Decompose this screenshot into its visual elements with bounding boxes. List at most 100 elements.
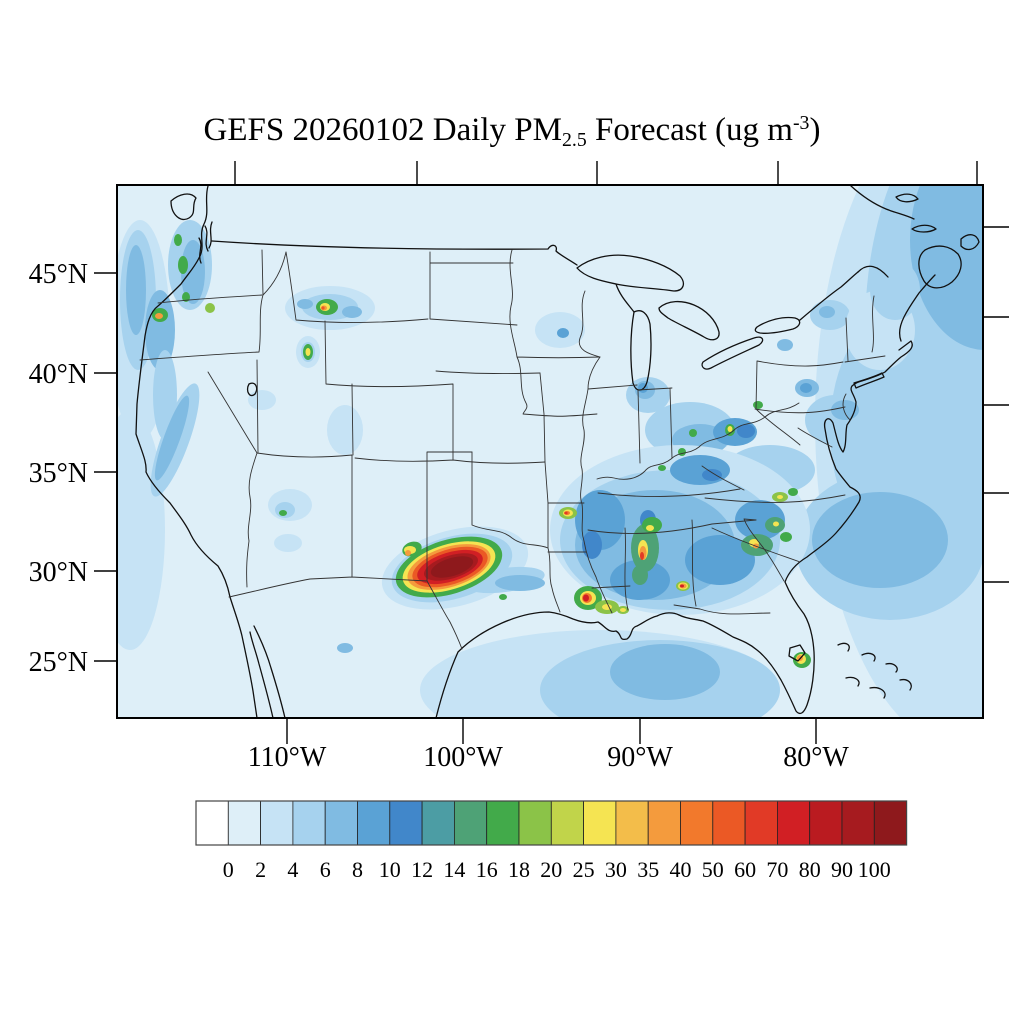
pm-field-patch <box>910 185 983 350</box>
state-borders-west-path <box>139 249 546 650</box>
geography-layer <box>135 185 980 718</box>
canada-border-path <box>211 240 859 321</box>
pm-hotspot <box>178 256 188 274</box>
pm-field-patch <box>327 405 363 455</box>
pm-field-patch <box>145 290 175 370</box>
pm-field-patch <box>275 502 295 518</box>
colorbar-label: 18 <box>508 857 530 882</box>
pm-field-patch <box>582 531 602 559</box>
pm-field-patch <box>685 535 755 585</box>
colorbar-label: 40 <box>670 857 692 882</box>
lake-okeechobee-path <box>788 644 806 662</box>
lat-label: 30°N <box>29 557 88 588</box>
pm-hotspot <box>279 510 287 516</box>
state-borders-northeast-path <box>754 295 886 448</box>
pm-hotspot <box>640 552 644 560</box>
colorbar-border <box>195 800 908 846</box>
colorbar-cell <box>744 800 778 846</box>
pm-hotspot <box>642 517 662 533</box>
colorbar-cell <box>389 800 423 846</box>
pm-hotspot <box>305 348 311 356</box>
colorbar-cell <box>421 800 455 846</box>
colorbar-label: 25 <box>573 857 595 882</box>
pm-hotspot <box>182 292 190 302</box>
colorbar-cell <box>583 800 617 846</box>
title-text-2: Forecast (ug m <box>586 112 793 148</box>
colorbar-cell <box>873 800 907 846</box>
pm-hotspot <box>632 565 648 585</box>
cape-breton-path <box>960 234 980 251</box>
pm-field-patch <box>126 245 146 335</box>
colorbar-cell <box>841 800 875 846</box>
colorbar-label: 70 <box>766 857 788 882</box>
pm-hotspot <box>727 426 733 432</box>
colorbar-cell <box>260 800 294 846</box>
pm-field-patch <box>117 410 165 650</box>
colorbar-label: 80 <box>799 857 821 882</box>
map-frame-layer <box>116 184 984 719</box>
pm-hotspot <box>646 525 654 531</box>
long-island-path <box>853 372 885 389</box>
pm-hotspot <box>321 306 325 310</box>
pm-field-patch <box>777 339 793 351</box>
lat-label: 40°N <box>29 359 88 390</box>
colorbar-cell <box>453 800 488 846</box>
pm-hotspot <box>405 550 411 556</box>
pm-field-patch <box>702 469 722 481</box>
anticosti-island-path <box>895 193 919 203</box>
colorbar-cell <box>615 800 649 846</box>
colorbar-label: 12 <box>411 857 433 882</box>
pm-hotspot <box>430 556 474 578</box>
state-borders-layer <box>139 249 886 650</box>
pm-hotspot <box>564 511 568 515</box>
map-content <box>117 185 983 718</box>
pm-hotspot <box>205 303 215 313</box>
state-borders-southeast-path <box>591 494 846 615</box>
lon-label: 80°W <box>783 742 849 773</box>
pm-hotspot <box>680 584 684 588</box>
nova-scotia-path <box>918 245 962 289</box>
lon-label: 90°W <box>607 742 673 773</box>
pm-field-patch <box>670 455 730 485</box>
lake-superior-path <box>576 254 685 292</box>
pm-field-patch <box>870 260 920 320</box>
colorbar-label: 50 <box>702 857 724 882</box>
pm-hotspot <box>155 313 163 319</box>
colorbar-label: 0 <box>223 857 234 882</box>
colorbar-cell <box>227 800 262 846</box>
colorbar-cell <box>195 800 229 846</box>
colorbar-label: 10 <box>379 857 401 882</box>
lat-label: 35°N <box>29 458 88 489</box>
lon-label: 100°W <box>423 742 503 773</box>
pm-hotspot <box>620 608 626 612</box>
pm-hotspot-layer <box>152 234 811 668</box>
lake-huron-path <box>658 300 720 341</box>
title-superscript: -3 <box>792 112 810 135</box>
lon-label: 110°W <box>248 742 327 773</box>
colorbar-cell <box>486 800 520 846</box>
st-lawrence-coast-path <box>850 185 915 278</box>
baja-gulf-california-path <box>249 625 286 718</box>
pm-field-patch <box>737 424 755 438</box>
state-borders-plains-path <box>471 249 601 613</box>
bahamas-islands-path <box>837 642 912 699</box>
colorbar-label: 4 <box>287 857 298 882</box>
colorbar-cell <box>550 800 584 846</box>
pm-field-patch <box>557 328 569 338</box>
pm-field-patch <box>342 306 362 318</box>
colorbar-cell <box>357 800 391 846</box>
pm-hotspot <box>583 594 589 602</box>
colorbar-label: 6 <box>320 857 331 882</box>
lake-michigan-path <box>630 310 652 391</box>
colorbar-label: 100 <box>858 857 891 882</box>
colorbar-label: 30 <box>605 857 627 882</box>
state-borders-midwest-path <box>578 290 673 614</box>
colorbar-cell <box>809 800 843 846</box>
pm-field-patch <box>274 534 302 552</box>
great-salt-lake-path <box>246 382 258 397</box>
colorbar-label: 35 <box>637 857 659 882</box>
pm-field-patch <box>800 383 812 393</box>
lat-label: 25°N <box>29 647 88 678</box>
colorbar: 0 2 4 6 8 10 12 14 16 18 20 25 30 35 40 50 60 70 80 90 100 <box>195 800 908 882</box>
